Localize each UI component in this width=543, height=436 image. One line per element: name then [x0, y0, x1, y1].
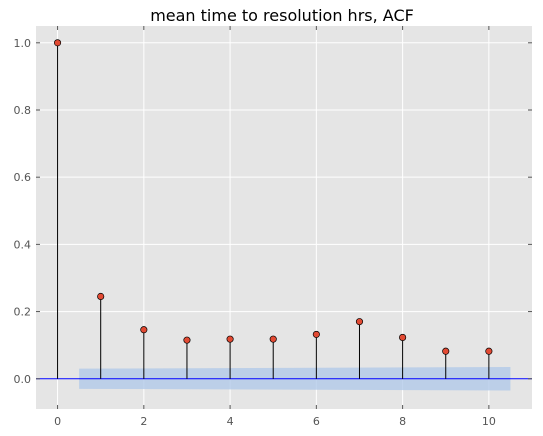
- stems: [57, 42, 490, 379]
- marker-0: [54, 39, 62, 47]
- marker-6: [312, 330, 320, 338]
- x-tick-label: 8: [399, 415, 406, 428]
- marker-1: [97, 292, 105, 301]
- marker-5: [269, 335, 277, 343]
- marker-10: [485, 347, 493, 355]
- y-tick-label: 1.0: [14, 37, 32, 50]
- x-axis-ticks: 0 2 4 6 8 10: [54, 26, 496, 428]
- marker-2: [140, 326, 148, 334]
- y-tick-label: 0.2: [14, 306, 32, 319]
- marker-7: [355, 318, 364, 326]
- plot-area: [36, 26, 532, 409]
- x-tick-label: 4: [227, 415, 234, 428]
- marker-4: [226, 335, 234, 343]
- y-tick-label: 0.6: [14, 171, 32, 184]
- marker-8: [399, 333, 407, 341]
- x-tick-label: 0: [54, 415, 61, 428]
- y-axis-ticks: 0.0 0.2 0.4 0.6 0.8 1.0: [14, 37, 532, 386]
- y-tick-label: 0.4: [14, 238, 32, 251]
- y-tick-label: 0.0: [14, 373, 32, 386]
- marker-9: [442, 347, 450, 355]
- marker-3: [183, 336, 191, 344]
- markers: [54, 39, 493, 355]
- x-tick-label: 6: [313, 415, 320, 428]
- chart-title: mean time to resolution hrs, ACF: [150, 6, 414, 25]
- x-tick-label: 2: [140, 415, 147, 428]
- x-tick-label: 10: [482, 415, 496, 428]
- y-tick-label: 0.8: [14, 104, 32, 117]
